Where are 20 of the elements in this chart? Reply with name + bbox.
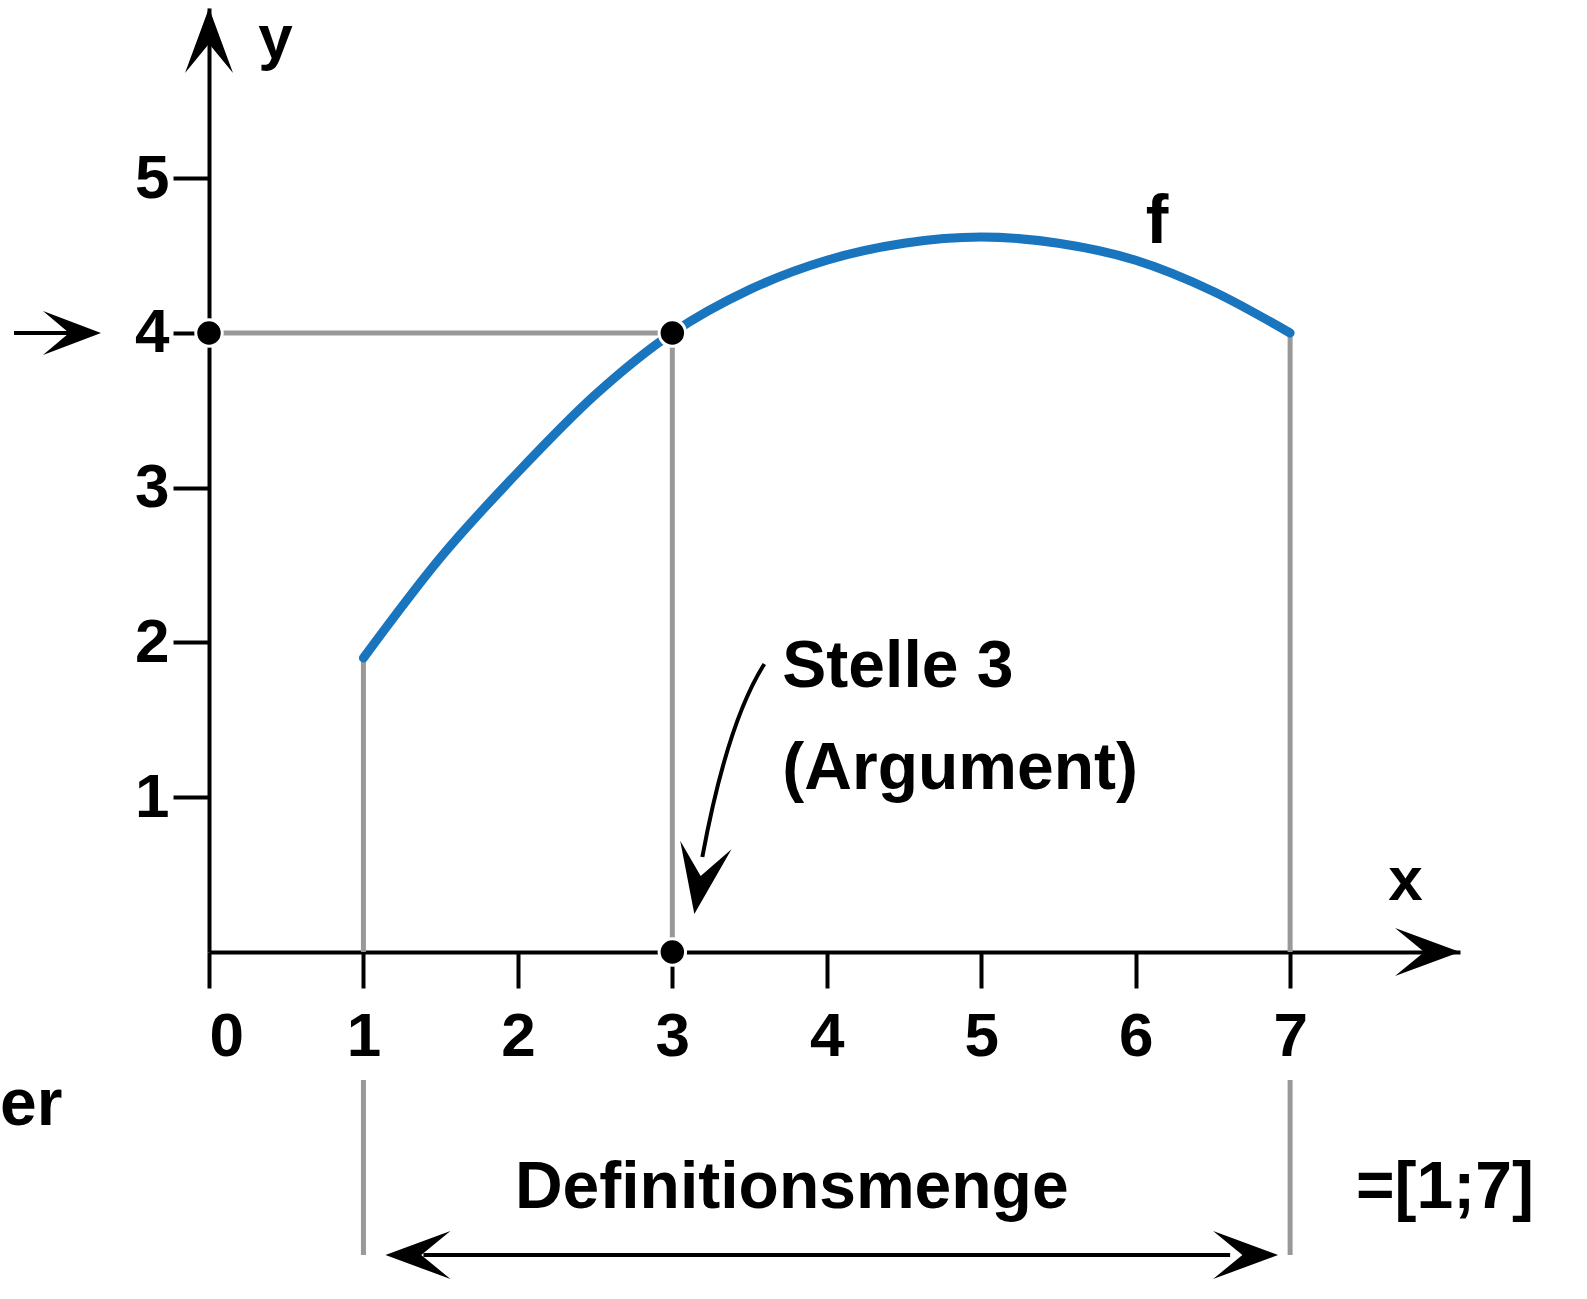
y-tick-label: 2 bbox=[135, 605, 170, 675]
x-tick-label: 2 bbox=[501, 999, 536, 1069]
x-tick-label: 3 bbox=[655, 999, 691, 1069]
y-tick-label: 1 bbox=[135, 760, 170, 830]
y-tick-label: 5 bbox=[135, 141, 170, 211]
text: er bbox=[0, 1065, 63, 1139]
series-label: f bbox=[1145, 180, 1169, 257]
x-tick-label: 0 bbox=[209, 999, 244, 1069]
x-tick-label: 7 bbox=[1273, 999, 1308, 1069]
text: Definitionsmenge bbox=[514, 1148, 1069, 1222]
x-tick-label: 5 bbox=[964, 999, 999, 1069]
annotation: Stelle 3 (Argument) bbox=[782, 627, 1138, 803]
y-tick-label: 4 bbox=[135, 296, 171, 366]
x-tick-label: 4 bbox=[810, 999, 846, 1069]
y-axis-title: y bbox=[258, 1, 294, 71]
y-tick-label: 3 bbox=[135, 451, 170, 521]
x-tick-label: 6 bbox=[1118, 999, 1154, 1069]
x-axis-title: x bbox=[1388, 843, 1424, 913]
x-tick-label: 1 bbox=[346, 999, 382, 1069]
text: =[1;7] bbox=[1356, 1148, 1534, 1222]
